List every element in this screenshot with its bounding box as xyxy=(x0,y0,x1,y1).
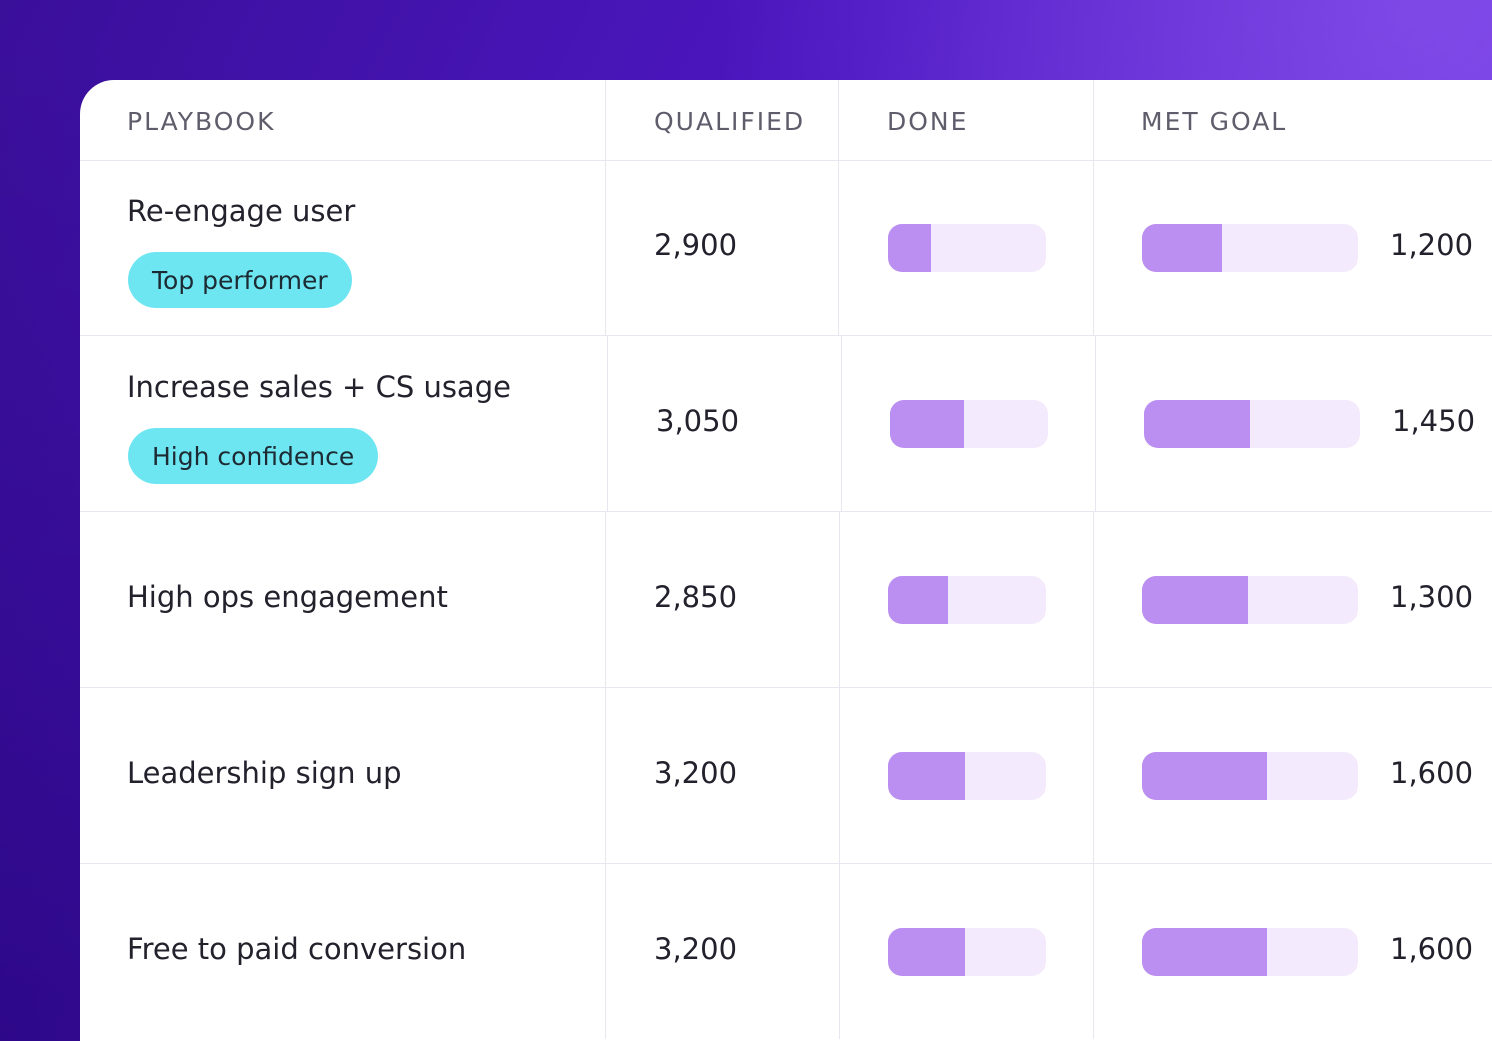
done-progress-bar xyxy=(888,224,1046,272)
column-divider xyxy=(839,512,840,687)
column-divider xyxy=(605,864,606,1039)
met-goal-progress-bar xyxy=(1142,752,1358,800)
column-divider xyxy=(605,160,606,335)
done-progress-bar xyxy=(888,752,1046,800)
qualified-count: 3,050 xyxy=(656,404,740,438)
done-progress-bar xyxy=(890,400,1048,448)
done-progress-bar xyxy=(888,576,1046,624)
met-goal-progress-fill xyxy=(1142,224,1222,272)
column-header-qualified[interactable]: QUALIFIED xyxy=(654,107,806,136)
done-progress-fill xyxy=(888,224,931,272)
met-goal-progress-fill xyxy=(1142,752,1268,800)
qualified-count: 3,200 xyxy=(654,932,738,966)
done-progress-fill xyxy=(888,576,949,624)
met-goal-progress-bar xyxy=(1142,224,1358,272)
met-goal-progress-fill xyxy=(1142,576,1248,624)
column-divider xyxy=(1093,864,1094,1039)
met-goal-count: 1,450 xyxy=(1392,404,1476,438)
table-row[interactable]: High ops engagement 2,850 1,300 xyxy=(80,512,1492,688)
met-goal-progress-bar xyxy=(1142,928,1358,976)
met-goal-count: 1,300 xyxy=(1390,580,1474,614)
table-row[interactable]: Free to paid conversion 3,200 1,600 xyxy=(80,864,1492,1039)
status-badge: High confidence xyxy=(128,428,379,484)
qualified-count: 2,900 xyxy=(654,228,738,262)
playbook-name: Leadership sign up xyxy=(127,756,402,790)
playbook-table: PLAYBOOK QUALIFIED DONE MET GOAL Re-enga… xyxy=(80,80,1492,1041)
qualified-count: 2,850 xyxy=(654,580,738,614)
table-row[interactable]: Increase sales + CS usage High confidenc… xyxy=(80,336,1492,512)
met-goal-progress-fill xyxy=(1144,400,1250,448)
column-divider xyxy=(841,336,842,511)
met-goal-count: 1,200 xyxy=(1390,228,1474,262)
column-divider xyxy=(1093,160,1094,335)
column-divider xyxy=(605,688,606,863)
done-progress-fill xyxy=(888,752,966,800)
column-divider xyxy=(838,80,839,160)
table-header-row: PLAYBOOK QUALIFIED DONE MET GOAL xyxy=(80,80,1492,161)
status-badge: Top performer xyxy=(128,252,352,308)
column-divider xyxy=(1093,512,1094,687)
column-header-playbook[interactable]: PLAYBOOK xyxy=(127,107,276,136)
column-divider xyxy=(838,160,839,335)
met-goal-progress-bar xyxy=(1142,576,1358,624)
column-divider xyxy=(1093,80,1094,160)
table-row[interactable]: Re-engage user Top performer 2,900 1,200 xyxy=(80,160,1492,336)
column-divider xyxy=(605,512,606,687)
column-divider xyxy=(607,336,608,511)
playbook-name: Re-engage user xyxy=(127,194,356,228)
met-goal-progress-fill xyxy=(1142,928,1268,976)
column-divider xyxy=(1095,336,1096,511)
playbook-name: High ops engagement xyxy=(127,580,448,614)
column-header-done[interactable]: DONE xyxy=(887,107,969,136)
done-progress-fill xyxy=(890,400,965,448)
qualified-count: 3,200 xyxy=(654,756,738,790)
done-progress-fill xyxy=(888,928,966,976)
column-divider xyxy=(839,864,840,1039)
column-header-met-goal[interactable]: MET GOAL xyxy=(1141,107,1288,136)
table-row[interactable]: Leadership sign up 3,200 1,600 xyxy=(80,688,1492,864)
column-divider xyxy=(605,80,606,160)
playbook-name: Increase sales + CS usage xyxy=(127,370,511,404)
met-goal-count: 1,600 xyxy=(1390,932,1474,966)
column-divider xyxy=(839,688,840,863)
column-divider xyxy=(1093,688,1094,863)
playbook-name: Free to paid conversion xyxy=(127,932,467,966)
met-goal-count: 1,600 xyxy=(1390,756,1474,790)
met-goal-progress-bar xyxy=(1144,400,1360,448)
done-progress-bar xyxy=(888,928,1046,976)
